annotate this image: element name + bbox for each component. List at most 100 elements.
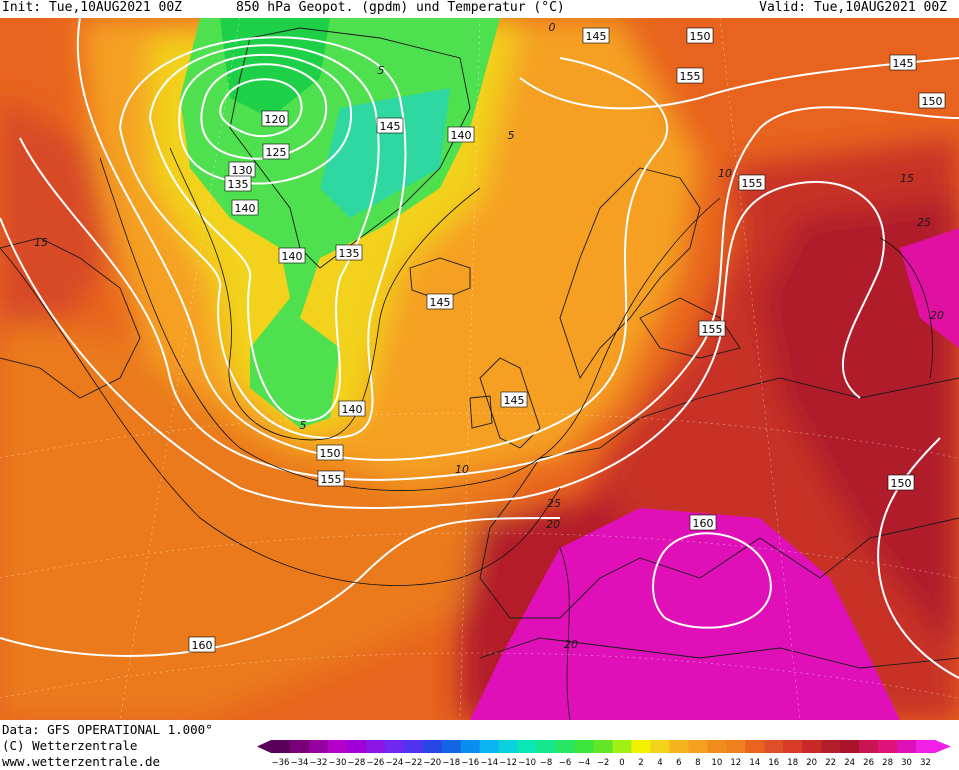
svg-text:145: 145 — [586, 30, 607, 43]
geopotential-label: 145 — [500, 391, 528, 408]
colorbar-swatch — [403, 740, 424, 753]
contour-125 — [200, 63, 328, 160]
colorbar-swatch — [574, 740, 595, 753]
colorbar-swatch — [612, 740, 632, 753]
colorbar-tick-label: 30 — [901, 758, 912, 768]
colorbar-tick-label: −12 — [499, 758, 517, 768]
colorbar-swatch — [669, 740, 689, 753]
svg-text:150: 150 — [891, 477, 912, 490]
geopotential-label: 140 — [231, 199, 259, 216]
contour-155 — [0, 180, 885, 509]
map-title: 850 hPa Geopot. (gpdm) und Temperatur (°… — [236, 0, 565, 15]
svg-text:135: 135 — [228, 178, 249, 191]
temperature-label: 0 — [549, 21, 556, 34]
geopotential-label: 125 — [262, 143, 290, 160]
colorbar-tick-label: −22 — [404, 758, 422, 768]
colorbar-swatch — [479, 740, 500, 753]
colorbar-tick-label: 24 — [844, 758, 855, 768]
colorbar-tick-label: 22 — [825, 758, 836, 768]
colorbar-tick-label: 20 — [806, 758, 817, 768]
colorbar-swatch — [271, 740, 291, 753]
colorbar-swatch — [916, 740, 936, 753]
geopotential-label: 145 — [582, 27, 610, 44]
colorbar-tick-label: −24 — [385, 758, 403, 768]
temperature-label: 15 — [34, 236, 48, 249]
colorbar-swatch — [460, 740, 481, 753]
colorbar-tick-label: 14 — [749, 758, 760, 768]
geopotential-label: 155 — [738, 174, 766, 191]
geopotential-label: 140 — [338, 400, 366, 417]
svg-text:120: 120 — [265, 113, 286, 126]
svg-text:150: 150 — [690, 30, 711, 43]
temperature-label: 5 — [508, 129, 515, 142]
colorbar-swatch — [726, 740, 746, 753]
svg-text:145: 145 — [430, 296, 451, 309]
temperature-label: 20 — [546, 518, 560, 531]
cold-core — [220, 18, 330, 118]
contour-135 — [148, 44, 380, 422]
svg-text:140: 140 — [235, 202, 256, 215]
colorbar-arrow-right — [935, 740, 951, 753]
contour-160-med — [652, 532, 772, 629]
colorbar-swatch — [783, 740, 803, 753]
labrador-coast — [0, 237, 141, 399]
colorbar-swatch — [555, 740, 576, 753]
map-header: Init: Tue,10AUG2021 00Z 850 hPa Geopot. … — [0, 0, 959, 18]
svg-text:145: 145 — [504, 394, 525, 407]
svg-text:150: 150 — [922, 95, 943, 108]
svg-text:160: 160 — [693, 517, 714, 530]
extreme-heat-med — [470, 508, 900, 720]
orange-atlantic — [0, 318, 520, 720]
meridian-3 — [719, 18, 801, 720]
geopotential-label: 150 — [887, 474, 915, 491]
colorbar-tick-label: 16 — [768, 758, 779, 768]
colorbar-swatch — [764, 740, 784, 753]
colorbar-tick-label: −36 — [272, 758, 290, 768]
colorbar-swatch — [365, 740, 386, 753]
contour-160 — [0, 517, 561, 657]
geopotential-label: 120 — [261, 110, 289, 127]
ireland-coast — [469, 395, 493, 429]
colorbar-tick-label: −14 — [480, 758, 498, 768]
colorbar-tick-label: 26 — [863, 758, 874, 768]
colorbar-swatch — [859, 740, 879, 753]
valid-time: Valid: Tue,10AUG2021 00Z — [759, 0, 947, 15]
svg-text:155: 155 — [702, 323, 723, 336]
temperature-label: 10 — [718, 167, 732, 180]
colorbar-swatch — [498, 740, 519, 753]
colorbar-tick-label: −26 — [366, 758, 384, 768]
contour-150-east — [877, 437, 959, 679]
colorbar-tick-label: 0 — [619, 758, 624, 768]
colorbar-swatch — [897, 740, 917, 753]
svg-text:150: 150 — [320, 447, 341, 460]
map-footer: Data: GFS OPERATIONAL 1.000° (C) Wetterz… — [0, 720, 959, 770]
geopotential-label: 140 — [278, 247, 306, 264]
website: www.wetterzentrale.de — [2, 754, 161, 769]
temperature-label: 20 — [564, 638, 578, 651]
colorbar-tick-label: −20 — [423, 758, 441, 768]
colorbar-tick-label: −28 — [347, 758, 365, 768]
temperature-label: 25 — [917, 216, 931, 229]
africa-coast — [479, 637, 959, 669]
colorbar-tick-label: −6 — [559, 758, 572, 768]
extreme-heat-east — [900, 228, 959, 348]
isotherm-20 — [559, 547, 571, 720]
colorbar-swatch — [631, 740, 651, 753]
colorbar-swatch — [707, 740, 727, 753]
colorbar-tick-label: 6 — [676, 758, 681, 768]
coastlines — [0, 27, 959, 669]
hot-west — [0, 98, 110, 328]
geopotential-label: 150 — [918, 92, 946, 109]
geopotential-contours — [0, 18, 959, 679]
contour-120 — [219, 78, 303, 138]
geopotential-label: 160 — [689, 514, 717, 531]
colorbar-swatch — [650, 740, 670, 753]
colorbar-swatch — [384, 740, 405, 753]
colorbar-tick-label: −8 — [540, 758, 553, 768]
svg-text:135: 135 — [339, 247, 360, 260]
colorbar: −36 −34 −32 −30 −28 −26 −24 −22 −20 −18 −16 −14 −12−… — [257, 740, 951, 768]
svg-text:145: 145 — [893, 57, 914, 70]
colorbar-tick-label: −32 — [309, 758, 327, 768]
svg-text:155: 155 — [680, 70, 701, 83]
colorbar-tick-label: −16 — [461, 758, 479, 768]
